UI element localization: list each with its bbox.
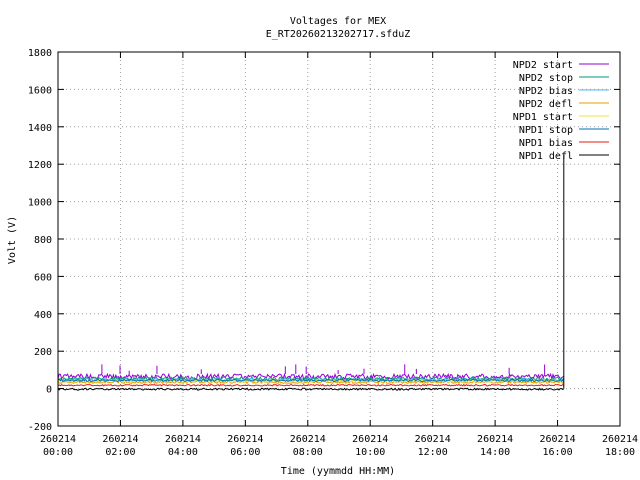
y-tick-label: 1400 xyxy=(28,123,52,134)
y-tick-label: 800 xyxy=(34,235,52,246)
x-tick-time-label: 16:00 xyxy=(543,447,573,458)
grid xyxy=(58,52,620,426)
x-axis-label: Time (yymmdd HH:MM) xyxy=(281,466,395,477)
x-tick-time-label: 14:00 xyxy=(480,447,510,458)
y-tick-label: 1200 xyxy=(28,160,52,171)
y-tick-label: 0 xyxy=(46,385,52,396)
x-tick-date-label: 260214 xyxy=(539,434,575,445)
y-tick-label: 1800 xyxy=(28,48,52,59)
plot-area xyxy=(57,154,565,391)
legend-label-2: NPD2 bias xyxy=(519,86,573,97)
legend: NPD2 start NPD2 stop NPD2 bias NPD2 defl NPD… xyxy=(513,60,609,162)
series-line-4 xyxy=(57,378,564,384)
x-tick-date-label: 260214 xyxy=(477,434,513,445)
x-tick-date-label: 260214 xyxy=(352,434,388,445)
legend-label-4: NPD1 start xyxy=(513,112,573,123)
legend-label-1: NPD2 stop xyxy=(519,73,573,84)
x-tick-date-label: 260214 xyxy=(227,434,263,445)
axis-ticks: -200 0 200 400 600 800 1000 1200 1400 1600 1800 260… xyxy=(28,48,638,458)
x-tick-date-label: 260214 xyxy=(290,434,326,445)
series-line-7 xyxy=(57,387,564,391)
series-line-5 xyxy=(57,378,565,383)
y-tick-label: 400 xyxy=(34,310,52,321)
legend-label-7: NPD1 defl xyxy=(519,151,573,162)
legend-label-0: NPD2 start xyxy=(513,60,573,71)
x-tick-date-label: 260214 xyxy=(40,434,76,445)
y-tick-label: 600 xyxy=(34,272,52,283)
x-tick-time-label: 00:00 xyxy=(43,447,73,458)
x-tick-time-label: 08:00 xyxy=(293,447,323,458)
x-tick-date-label: 260214 xyxy=(165,434,201,445)
x-tick-time-label: 02:00 xyxy=(105,447,135,458)
y-tick-label: -200 xyxy=(28,422,52,433)
legend-label-3: NPD2 defl xyxy=(519,99,573,110)
y-tick-label: 1000 xyxy=(28,198,52,209)
x-tick-time-label: 18:00 xyxy=(605,447,635,458)
x-tick-time-label: 10:00 xyxy=(355,447,385,458)
chart-title: Voltages for MEX xyxy=(290,16,386,27)
series-line-6 xyxy=(57,383,565,387)
legend-label-6: NPD1 bias xyxy=(519,138,573,149)
x-tick-date-label: 260214 xyxy=(415,434,451,445)
chart-subtitle: E_RT20260213202717.sfduZ xyxy=(266,29,411,40)
y-tick-label: 1600 xyxy=(28,85,52,96)
x-tick-time-label: 04:00 xyxy=(168,447,198,458)
x-tick-time-label: 12:00 xyxy=(418,447,448,458)
x-tick-date-label: 260214 xyxy=(102,434,138,445)
x-tick-time-label: 06:00 xyxy=(230,447,260,458)
x-tick-date-label: 260214 xyxy=(602,434,638,445)
y-axis-label: Volt (V) xyxy=(7,216,18,264)
legend-label-5: NPD1 stop xyxy=(519,125,573,136)
y-tick-label: 200 xyxy=(34,347,52,358)
